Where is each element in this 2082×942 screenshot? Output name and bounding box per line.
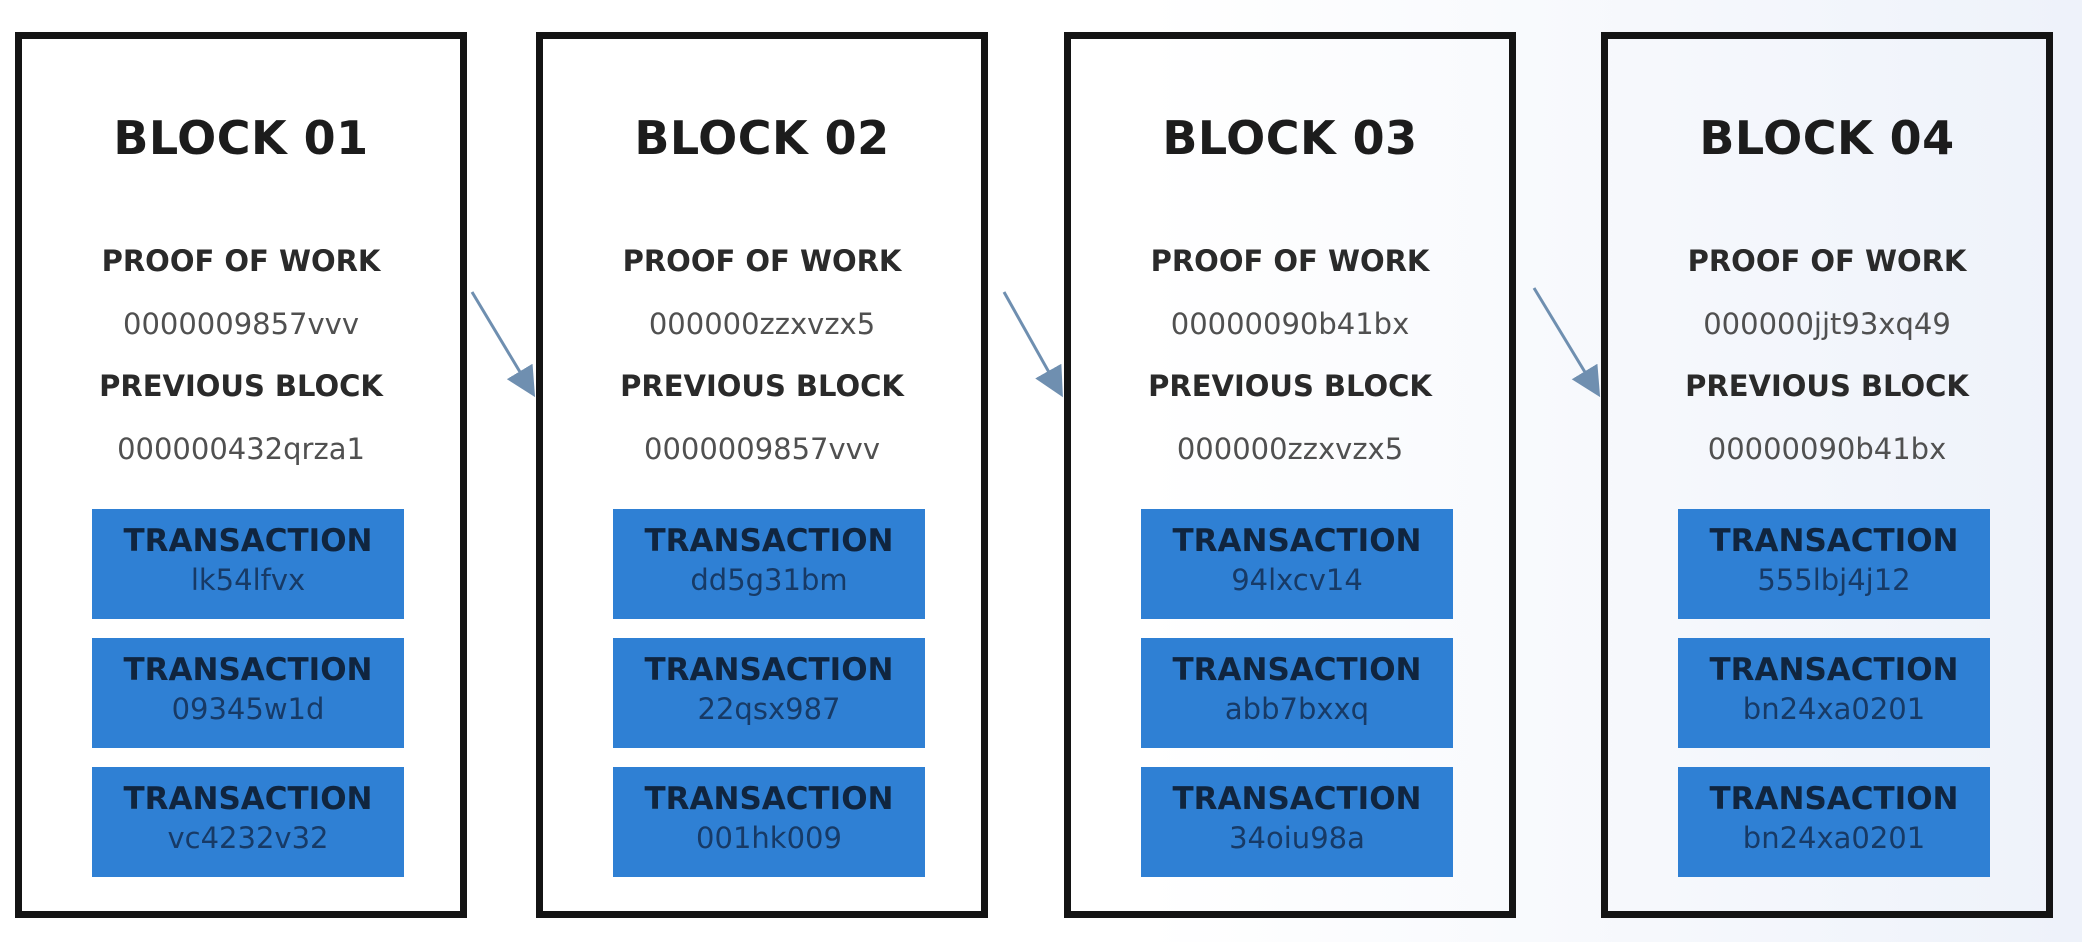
- transaction-id: vc4232v32: [167, 821, 329, 855]
- transaction-box: TRANSACTION 09345w1d: [92, 638, 404, 748]
- transaction-label: TRANSACTION: [1709, 523, 1959, 559]
- block-title: BLOCK 02: [634, 111, 890, 165]
- transaction-id: dd5g31bm: [690, 563, 848, 597]
- transaction-label: TRANSACTION: [644, 652, 894, 688]
- proof-of-work-label: PROOF OF WORK: [622, 244, 902, 278]
- transaction-box: TRANSACTION lk54lfvx: [92, 509, 404, 619]
- block-04: BLOCK 04 PROOF OF WORK 000000jjt93xq49 P…: [1601, 32, 2053, 918]
- transaction-label: TRANSACTION: [1172, 652, 1422, 688]
- proof-of-work-value: 00000090b41bx: [1170, 307, 1410, 341]
- transaction-id: 34oiu98a: [1229, 821, 1365, 855]
- transaction-label: TRANSACTION: [644, 523, 894, 559]
- transaction-label: TRANSACTION: [123, 781, 373, 817]
- transaction-box: TRANSACTION 22qsx987: [613, 638, 925, 748]
- transaction-id: 001hk009: [696, 821, 842, 855]
- transaction-id: 94lxcv14: [1231, 563, 1363, 597]
- transaction-box: TRANSACTION 94lxcv14: [1141, 509, 1453, 619]
- link-arrow-03-04: [1532, 287, 1601, 398]
- previous-block-label: PREVIOUS BLOCK: [1685, 369, 1969, 403]
- transaction-box: TRANSACTION abb7bxxq: [1141, 638, 1453, 748]
- previous-block-label: PREVIOUS BLOCK: [620, 369, 904, 403]
- transaction-id: 22qsx987: [697, 692, 841, 726]
- transaction-id: lk54lfvx: [190, 563, 306, 597]
- block-title: BLOCK 04: [1699, 111, 1955, 165]
- proof-of-work-value: 0000009857vvv: [123, 307, 359, 341]
- proof-of-work-value: 000000zzxvzx5: [648, 307, 876, 341]
- transaction-label: TRANSACTION: [123, 652, 373, 688]
- previous-block-label: PREVIOUS BLOCK: [99, 369, 383, 403]
- transaction-box: TRANSACTION 001hk009: [613, 767, 925, 877]
- previous-block-value: 000000zzxvzx5: [1176, 432, 1404, 466]
- transaction-box: TRANSACTION dd5g31bm: [613, 509, 925, 619]
- block-03: BLOCK 03 PROOF OF WORK 00000090b41bx PRE…: [1064, 32, 1516, 918]
- transaction-box: TRANSACTION bn24xa0201: [1678, 638, 1990, 748]
- transaction-id: bn24xa0201: [1742, 692, 1926, 726]
- proof-of-work-label: PROOF OF WORK: [101, 244, 381, 278]
- transaction-label: TRANSACTION: [1172, 781, 1422, 817]
- previous-block-value: 00000090b41bx: [1707, 432, 1947, 466]
- transaction-label: TRANSACTION: [1172, 523, 1422, 559]
- block-02: BLOCK 02 PROOF OF WORK 000000zzxvzx5 PRE…: [536, 32, 988, 918]
- transaction-box: TRANSACTION 555lbj4j12: [1678, 509, 1990, 619]
- previous-block-value: 0000009857vvv: [644, 432, 880, 466]
- proof-of-work-label: PROOF OF WORK: [1150, 244, 1430, 278]
- transaction-id: bn24xa0201: [1742, 821, 1926, 855]
- transaction-id: abb7bxxq: [1224, 692, 1370, 726]
- block-01: BLOCK 01 PROOF OF WORK 0000009857vvv PRE…: [15, 32, 467, 918]
- transaction-box: TRANSACTION bn24xa0201: [1678, 767, 1990, 877]
- link-arrow-02-03: [1002, 291, 1063, 398]
- transaction-label: TRANSACTION: [644, 781, 894, 817]
- transaction-box: TRANSACTION 34oiu98a: [1141, 767, 1453, 877]
- previous-block-value: 000000432qrza1: [117, 432, 365, 466]
- transaction-box: TRANSACTION vc4232v32: [92, 767, 404, 877]
- transaction-label: TRANSACTION: [1709, 652, 1959, 688]
- link-arrow-01-02: [470, 291, 536, 398]
- block-title: BLOCK 03: [1162, 111, 1418, 165]
- block-title: BLOCK 01: [113, 111, 369, 165]
- transaction-id: 09345w1d: [171, 692, 325, 726]
- transaction-label: TRANSACTION: [123, 523, 373, 559]
- transaction-id: 555lbj4j12: [1757, 563, 1911, 597]
- proof-of-work-label: PROOF OF WORK: [1687, 244, 1967, 278]
- previous-block-label: PREVIOUS BLOCK: [1148, 369, 1432, 403]
- proof-of-work-value: 000000jjt93xq49: [1703, 307, 1951, 341]
- transaction-label: TRANSACTION: [1709, 781, 1959, 817]
